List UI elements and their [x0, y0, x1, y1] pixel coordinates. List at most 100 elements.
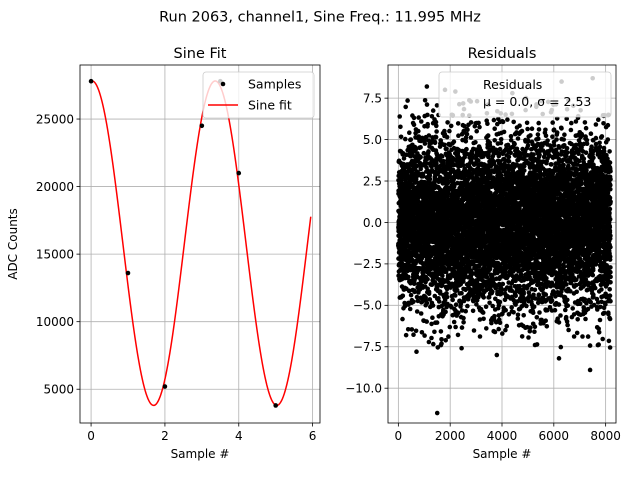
residual-point — [447, 324, 453, 330]
residual-point — [409, 327, 415, 332]
residual-point — [443, 338, 449, 343]
residual-point — [419, 299, 425, 304]
residual-point — [441, 158, 446, 164]
residual-point — [430, 315, 435, 321]
residual-point — [440, 273, 445, 279]
residual-point — [416, 115, 422, 120]
residual-point — [432, 329, 437, 335]
residual-point — [481, 295, 487, 300]
residual-point — [440, 154, 445, 159]
residual-point — [407, 306, 413, 312]
residual-point — [444, 134, 450, 140]
residual-point — [434, 320, 440, 325]
residual-point — [455, 121, 461, 126]
residual-point — [407, 130, 412, 135]
x-tick-label: 2 — [161, 429, 169, 443]
residual-point — [504, 323, 510, 329]
x-tick-label: 6 — [309, 429, 317, 443]
residual-point — [492, 329, 498, 335]
y-tick-label: 10000 — [36, 315, 74, 329]
residual-point — [461, 320, 466, 325]
residual-point — [468, 135, 474, 140]
residual-point — [453, 293, 458, 298]
residual-point — [465, 303, 470, 309]
residual-point — [434, 123, 439, 129]
residual-point — [455, 332, 461, 338]
residual-point — [403, 136, 408, 142]
residual-point — [490, 289, 495, 295]
residual-point — [414, 309, 420, 314]
legend-fit-label: Sine fit — [248, 98, 292, 113]
residual-point — [474, 128, 480, 134]
residual-point — [473, 140, 478, 145]
residual-point — [432, 280, 438, 285]
residual-point — [426, 133, 432, 138]
residual-point — [426, 339, 432, 345]
residual-point — [439, 341, 444, 346]
residual-point — [415, 298, 421, 304]
residual-point — [506, 154, 512, 160]
residual-point — [425, 112, 430, 118]
residual-point — [401, 156, 407, 161]
residual-point — [424, 319, 430, 324]
residual-point — [500, 331, 505, 336]
residual-point — [444, 294, 450, 300]
residual-point — [519, 128, 525, 134]
residual-point — [456, 310, 461, 316]
residual-point — [506, 159, 512, 164]
residuals-panel: 0 2000 4000 6000 8000−10.0−7.5−5.0−2.50.02.5… — [345, 46, 621, 461]
residual-point — [509, 305, 514, 310]
residual-point — [413, 176, 419, 182]
residual-point — [459, 290, 464, 296]
residual-point — [429, 321, 434, 327]
residual-point — [424, 102, 430, 107]
residual-point — [517, 123, 522, 128]
residual-point — [459, 325, 465, 330]
axes-title: Sine Fit — [174, 46, 227, 62]
residual-point — [433, 119, 439, 125]
residual-point — [439, 337, 444, 342]
residual-point — [430, 108, 436, 113]
residual-point — [492, 138, 498, 143]
residual-point — [477, 124, 482, 130]
residual-point — [412, 289, 417, 295]
residual-point — [481, 316, 486, 322]
residual-point — [427, 176, 433, 182]
residual-point — [414, 294, 420, 300]
x-tick-label: 4 — [235, 429, 243, 443]
residual-point — [447, 128, 452, 134]
residual-point — [444, 146, 449, 151]
residual-point — [422, 333, 427, 338]
residual-point — [429, 164, 434, 169]
sample-point — [125, 270, 131, 276]
residual-point — [436, 299, 442, 304]
residual-point — [512, 141, 517, 147]
residual-point — [522, 168, 527, 173]
residual-point — [484, 326, 489, 331]
residual-point — [461, 315, 466, 321]
residual-point — [521, 291, 526, 297]
residual-point — [485, 133, 491, 138]
residual-point — [464, 131, 470, 137]
residual-point — [519, 334, 525, 339]
residual-point — [508, 150, 513, 156]
residual-point — [416, 128, 421, 134]
residual-point — [476, 120, 481, 126]
residual-point — [427, 297, 433, 302]
residual-point — [430, 303, 436, 308]
residual-point — [521, 313, 526, 318]
sample-point — [162, 384, 168, 389]
residual-point — [511, 310, 516, 315]
residual-point — [429, 114, 435, 119]
residual-point — [425, 276, 430, 282]
residual-point — [442, 142, 447, 148]
residual-point — [500, 281, 506, 287]
sample-point — [236, 170, 242, 176]
residual-point — [496, 326, 502, 332]
y-axis-label: ADC Counts — [6, 208, 20, 280]
residual-point — [450, 297, 456, 303]
residual-point — [400, 293, 406, 299]
residual-point — [464, 146, 469, 152]
x-axis-label: Sample # — [171, 447, 230, 461]
